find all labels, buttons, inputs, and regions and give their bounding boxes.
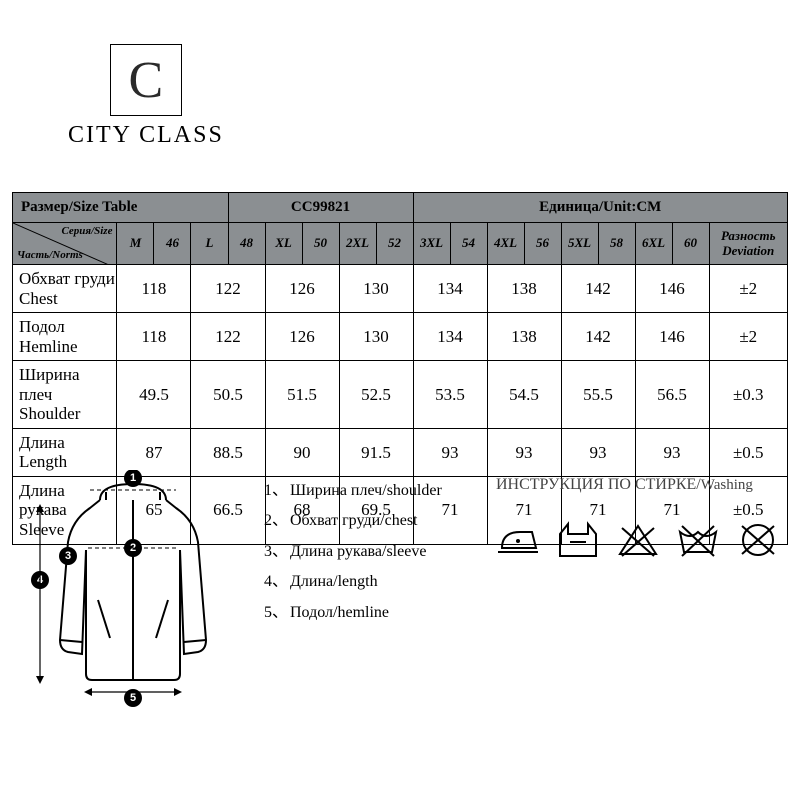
- svg-text:1: 1: [130, 472, 136, 484]
- cell: 130: [339, 265, 413, 313]
- cell: 52.5: [339, 361, 413, 429]
- measurement-legend: 1、Ширина плеч/shoulder 2、Обхват груди/ch…: [264, 470, 478, 715]
- row-label: Подол Hemline: [13, 313, 117, 361]
- cell: 122: [191, 313, 265, 361]
- size-num: 46: [154, 223, 191, 265]
- table-title-row: Размер/Size Table CC99821 Единица/Unit:C…: [13, 193, 788, 223]
- cell: 54.5: [487, 361, 561, 429]
- size-header: 4XL: [487, 223, 524, 265]
- cell: 51.5: [265, 361, 339, 429]
- lower-section: 1 2 3 4 5 1、Ширина плеч/shoulder 2、Обхва…: [20, 470, 780, 715]
- size-header: XL: [265, 223, 302, 265]
- cell: 56.5: [635, 361, 709, 429]
- legend-item: 1、Ширина плеч/shoulder: [264, 476, 478, 506]
- cell: 126: [265, 265, 339, 313]
- size-num: 58: [598, 223, 635, 265]
- title-left: Размер/Size Table: [13, 193, 229, 223]
- do-not-bleach-icon: [616, 520, 660, 560]
- size-header: 5XL: [561, 223, 598, 265]
- washing-icons: [496, 520, 780, 560]
- table-row: Подол Hemline 118 122 126 130 134 138 14…: [13, 313, 788, 361]
- cell: 53.5: [413, 361, 487, 429]
- size-num: 50: [302, 223, 339, 265]
- size-header: 3XL: [413, 223, 450, 265]
- iron-low-icon: [496, 522, 540, 558]
- cell: 146: [635, 265, 709, 313]
- do-not-wash-icon: [676, 520, 720, 560]
- washing-title: ИНСТРУКЦИЯ ПО СТИРКЕ/Washing: [496, 476, 780, 494]
- washing-section: ИНСТРУКЦИЯ ПО СТИРКЕ/Washing: [496, 470, 780, 715]
- cell: 138: [487, 313, 561, 361]
- deviation-header: Разность Deviation: [709, 223, 787, 265]
- cell: 142: [561, 313, 635, 361]
- table-row: Ширина плеч Shoulder 49.5 50.5 51.5 52.5…: [13, 361, 788, 429]
- do-not-dryclean-icon: [736, 520, 780, 560]
- model-code: CC99821: [228, 193, 413, 223]
- cell: 55.5: [561, 361, 635, 429]
- size-num: 48: [228, 223, 265, 265]
- size-header: M: [117, 223, 154, 265]
- legend-item: 5、Подол/hemline: [264, 598, 478, 628]
- size-num: 56: [524, 223, 561, 265]
- svg-text:5: 5: [130, 692, 136, 704]
- cell: 50.5: [191, 361, 265, 429]
- cell: 138: [487, 265, 561, 313]
- row-label: Обхват груди Chest: [13, 265, 117, 313]
- deviation-cell: ±2: [709, 265, 787, 313]
- dry-shade-icon: [556, 520, 600, 560]
- size-header: L: [191, 223, 228, 265]
- legend-item: 2、Обхват груди/chest: [264, 506, 478, 536]
- diag-top: Серия/Size: [61, 225, 112, 238]
- table-row: Обхват груди Chest 118 122 126 130 134 1…: [13, 265, 788, 313]
- cell: 146: [635, 313, 709, 361]
- cell: 118: [117, 265, 191, 313]
- size-header-row: Серия/Size Часть/Norms M46 L48 XL50 2XL5…: [13, 223, 788, 265]
- diag-bottom: Часть/Norms: [17, 249, 83, 262]
- cell: 122: [191, 265, 265, 313]
- diag-header: Серия/Size Часть/Norms: [13, 223, 117, 265]
- jacket-diagram: 1 2 3 4 5: [20, 470, 246, 715]
- row-label: Ширина плеч Shoulder: [13, 361, 117, 429]
- deviation-cell: ±2: [709, 313, 787, 361]
- cell: 142: [561, 265, 635, 313]
- cell: 134: [413, 313, 487, 361]
- size-header: 6XL: [635, 223, 672, 265]
- unit-label: Единица/Unit:CM: [413, 193, 787, 223]
- size-header: 2XL: [339, 223, 376, 265]
- cell: 130: [339, 313, 413, 361]
- size-num: 52: [376, 223, 413, 265]
- cell: 126: [265, 313, 339, 361]
- logo-letter: C: [129, 51, 164, 110]
- size-num: 60: [672, 223, 709, 265]
- cell: 118: [117, 313, 191, 361]
- brand-name: CITY CLASS: [68, 122, 224, 149]
- cell: 49.5: [117, 361, 191, 429]
- logo-box: C: [110, 44, 182, 116]
- size-num: 54: [450, 223, 487, 265]
- cell: 134: [413, 265, 487, 313]
- legend-item: 3、Длина рукава/sleeve: [264, 537, 478, 567]
- svg-text:3: 3: [65, 550, 71, 562]
- legend-item: 4、Длина/length: [264, 567, 478, 597]
- brand-logo: C CITY CLASS: [68, 44, 224, 149]
- deviation-cell: ±0.3: [709, 361, 787, 429]
